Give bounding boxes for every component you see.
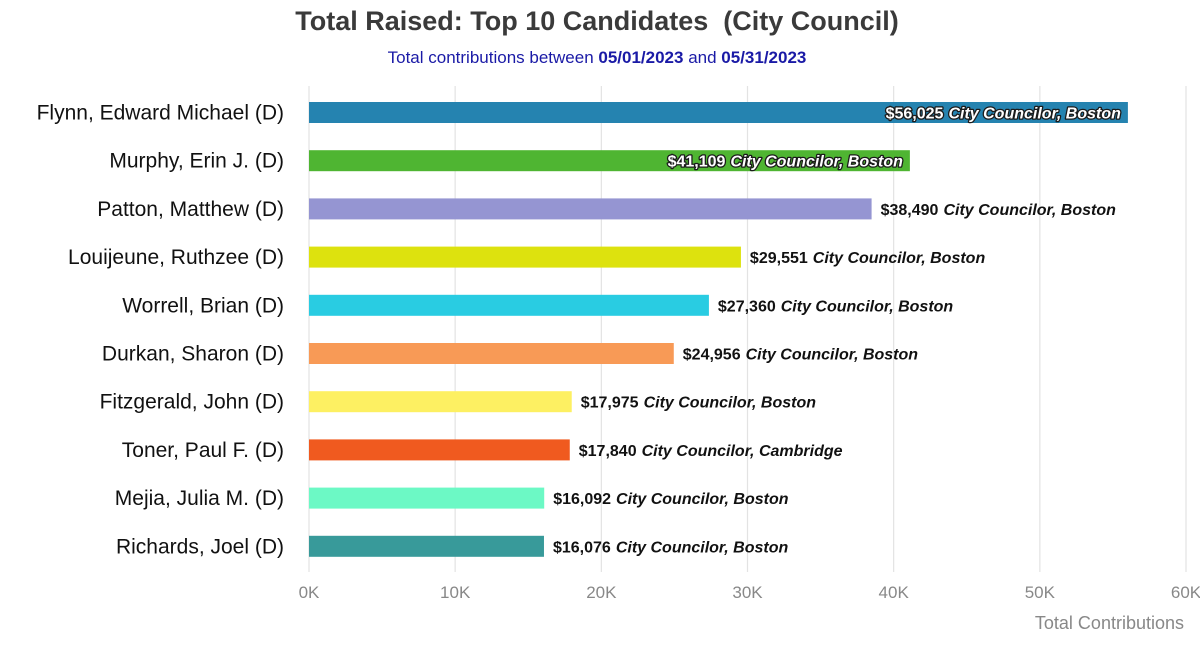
x-tick-label: 0K xyxy=(299,583,320,602)
data-label-amount: $16,092 xyxy=(553,491,611,508)
data-label-role: City Councilor, Boston xyxy=(746,347,919,364)
data-label-amount: $16,076 xyxy=(553,539,611,556)
bar xyxy=(309,391,572,413)
bar xyxy=(309,294,709,316)
chart-subtitle: Total contributions between 05/01/2023 a… xyxy=(388,48,807,67)
data-label: $17,975 City Councilor, Boston xyxy=(581,395,817,412)
data-label: $56,025 City Councilor, Boston xyxy=(886,106,1122,123)
data-label-amount: $17,840 xyxy=(579,443,637,460)
data-label-amount: $38,490 xyxy=(881,202,939,219)
x-tick-label: 10K xyxy=(440,583,471,602)
data-label-role: City Councilor, Boston xyxy=(616,539,789,556)
bar xyxy=(309,198,872,220)
data-label: $27,360 City Councilor, Boston xyxy=(718,298,954,315)
x-axis-ticks: 0K 10K 20K 30K 40K 50K 60K xyxy=(299,583,1200,602)
subtitle-start-date: 05/01/2023 xyxy=(598,48,683,67)
data-labels: $56,025 City Councilor, Boston$41,109 City… xyxy=(553,104,1122,556)
x-tick-label: 30K xyxy=(732,583,763,602)
category-label: Flynn, Edward Michael (D) xyxy=(37,102,284,125)
category-label: Durkan, Sharon (D) xyxy=(102,343,284,366)
data-label: $38,490 City Councilor, Boston xyxy=(881,202,1117,219)
data-label-amount: $17,975 xyxy=(581,395,639,412)
x-axis-title: Total Contributions xyxy=(1035,613,1184,633)
bar xyxy=(309,246,741,268)
bar xyxy=(309,439,570,461)
category-label: Mejia, Julia M. (D) xyxy=(115,487,284,510)
category-labels: Flynn, Edward Michael (D) Murphy, Erin J.… xyxy=(37,102,284,559)
data-label: $41,109 City Councilor, Boston xyxy=(668,154,904,171)
subtitle-end-date: 05/31/2023 xyxy=(721,48,806,67)
subtitle-prefix: Total contributions between xyxy=(388,48,599,67)
data-label-role: City Councilor, Boston xyxy=(813,250,986,267)
data-label-amount: $29,551 xyxy=(750,250,808,267)
chart-title: Total Raised: Top 10 Candidates (City Co… xyxy=(295,6,899,36)
bar xyxy=(309,535,544,557)
data-label-role: City Councilor, Boston xyxy=(943,202,1116,219)
data-label-role: City Councilor, Boston xyxy=(616,491,789,508)
category-label: Worrell, Brian (D) xyxy=(122,294,284,317)
bar xyxy=(309,343,674,364)
bar xyxy=(309,102,1128,123)
category-label: Toner, Paul F. (D) xyxy=(122,439,284,462)
data-label-amount: $56,025 xyxy=(886,106,944,123)
data-label: $24,956 City Councilor, Boston xyxy=(683,347,919,364)
data-label-role: City Councilor, Cambridge xyxy=(642,443,843,460)
bars xyxy=(309,102,1128,557)
data-label-role: City Councilor, Boston xyxy=(948,106,1121,123)
bar xyxy=(309,150,910,172)
data-label: $29,551 City Councilor, Boston xyxy=(750,250,986,267)
category-label: Patton, Matthew (D) xyxy=(97,198,284,221)
data-label-role: City Councilor, Boston xyxy=(781,298,954,315)
category-label: Fitzgerald, John (D) xyxy=(100,391,284,414)
data-label: $17,840 City Councilor, Cambridge xyxy=(579,443,843,460)
category-label: Murphy, Erin J. (D) xyxy=(109,150,284,173)
category-label: Richards, Joel (D) xyxy=(116,535,284,558)
x-tick-label: 40K xyxy=(879,583,910,602)
x-tick-label: 60K xyxy=(1171,583,1200,602)
bar xyxy=(309,487,545,509)
data-label-amount: $27,360 xyxy=(718,298,776,315)
data-label-amount: $41,109 xyxy=(668,154,726,171)
data-label: $16,092 City Councilor, Boston xyxy=(553,491,789,508)
x-tick-label: 50K xyxy=(1025,583,1056,602)
subtitle-middle: and xyxy=(683,48,721,67)
data-label: $16,076 City Councilor, Boston xyxy=(553,539,789,556)
category-label: Louijeune, Ruthzee (D) xyxy=(68,246,284,269)
data-label-role: City Councilor, Boston xyxy=(644,395,817,412)
x-tick-label: 20K xyxy=(586,583,617,602)
data-label-role: City Councilor, Boston xyxy=(730,154,903,171)
data-label-amount: $24,956 xyxy=(683,347,741,364)
